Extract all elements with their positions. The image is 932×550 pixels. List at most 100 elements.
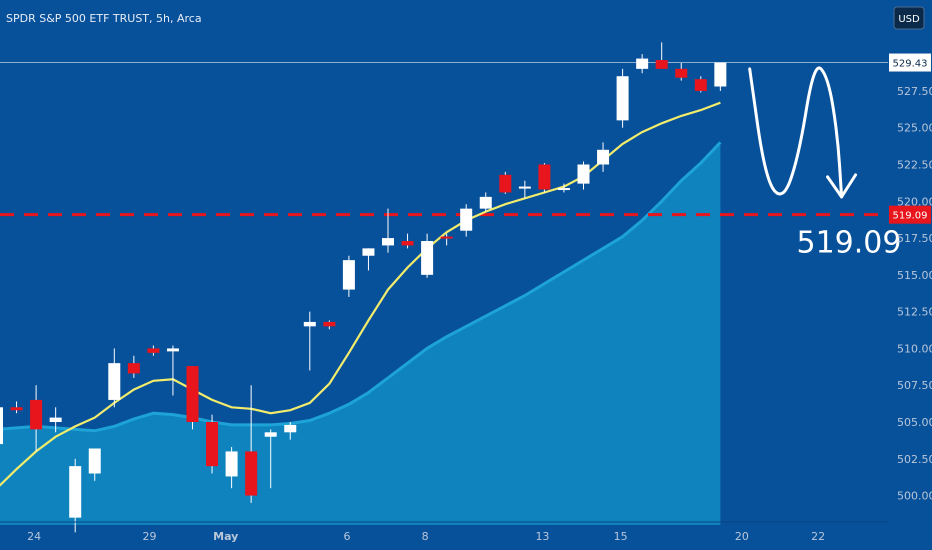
y-tick-label: 520.00	[897, 195, 932, 208]
area-layer	[0, 141, 722, 525]
y-tick-label: 512.50	[897, 306, 932, 319]
x-tick-label: 29	[142, 530, 156, 543]
area-fill	[0, 142, 721, 525]
candle	[421, 233, 434, 278]
candle-body	[69, 466, 82, 518]
candle-body	[636, 58, 649, 69]
candle-body	[518, 186, 531, 189]
level-big-label: 519.09	[797, 226, 902, 261]
candle-body	[264, 432, 277, 437]
candle	[206, 414, 219, 474]
candle	[186, 366, 199, 430]
candle	[675, 62, 688, 81]
candle	[108, 348, 121, 408]
x-tick-label: 8	[422, 530, 429, 543]
candle	[30, 385, 43, 452]
candle-body	[401, 241, 414, 246]
candle	[382, 208, 394, 253]
x-tick-label: May	[213, 530, 238, 543]
candle	[636, 54, 649, 74]
level-price-tag: 519.09	[889, 205, 931, 224]
candle	[499, 171, 512, 194]
last-price-tag-text: 529.43	[893, 59, 928, 70]
x-tick-label: 6	[343, 530, 350, 543]
chart-title: SPDR S&P 500 ETF TRUST, 5h, Arca	[6, 12, 202, 25]
projection-arrowhead	[826, 173, 858, 199]
candle	[440, 233, 453, 246]
x-tick-label: 15	[614, 530, 628, 543]
currency-label: USD	[898, 14, 920, 25]
candle-body	[421, 241, 434, 275]
candle	[597, 142, 610, 172]
candle	[342, 255, 355, 297]
y-axis: 500.00 502.50 505.00 507.50 510.00 512.50 515.…	[889, 53, 932, 503]
candle	[127, 355, 140, 378]
candle-body	[675, 68, 688, 78]
projection-layer: 519.09	[748, 66, 902, 261]
last-price-tag-bg	[889, 53, 931, 72]
candle-body	[694, 79, 707, 91]
candle	[694, 76, 707, 93]
x-tick-label: 22	[811, 530, 825, 543]
candle-body	[577, 164, 590, 184]
last-price-tag: 529.43	[889, 53, 931, 72]
candle	[479, 192, 492, 212]
candle	[655, 42, 668, 69]
candle-body	[655, 60, 668, 69]
candle	[303, 311, 316, 371]
candle-body	[323, 321, 336, 327]
currency-button[interactable]: USD	[893, 6, 925, 30]
candle	[557, 183, 570, 193]
candle-body	[557, 188, 570, 191]
candle-body	[303, 321, 316, 327]
y-tick-label: 527.50	[897, 85, 932, 98]
candle	[10, 401, 23, 414]
candle-body	[147, 348, 160, 353]
projection-path	[748, 66, 844, 199]
candle-body	[30, 399, 43, 430]
price-axis-panel[interactable]	[888, 0, 932, 550]
candle	[401, 233, 414, 249]
candle-body	[245, 451, 258, 496]
candle	[225, 447, 238, 489]
candle-body	[382, 238, 394, 246]
y-tick-label: 502.50	[897, 453, 932, 466]
x-tick-label: 24	[27, 530, 41, 543]
candle-body	[88, 448, 101, 474]
candle-body	[714, 62, 727, 87]
candle	[616, 68, 629, 128]
candle-body	[108, 363, 121, 400]
y-tick-label: 510.00	[897, 342, 932, 355]
candle-body	[127, 363, 140, 374]
candle	[69, 458, 82, 533]
candle-body	[342, 260, 355, 290]
x-axis: 24 29 May 6 8 13 15 20 22	[0, 521, 888, 543]
candle-body	[460, 208, 473, 231]
x-tick-label: 13	[535, 530, 549, 543]
candle-body	[479, 196, 492, 209]
candle	[49, 407, 62, 433]
candle	[245, 385, 258, 503]
candle-body	[440, 236, 453, 239]
candle-body	[616, 76, 629, 121]
candle-body	[10, 407, 23, 411]
candle-body	[166, 348, 179, 352]
y-tick-label: 515.00	[897, 269, 932, 282]
candle	[0, 407, 3, 445]
candle	[714, 62, 727, 91]
candle	[362, 248, 375, 271]
candle-body	[362, 248, 375, 256]
candle-body	[0, 407, 3, 445]
candle	[166, 345, 179, 396]
candle	[323, 320, 336, 330]
candle	[88, 448, 101, 481]
y-tick-label: 505.00	[897, 416, 932, 429]
x-tick-label: 20	[735, 530, 749, 543]
candle	[538, 163, 551, 193]
area-edge-line	[0, 141, 722, 433]
candle	[577, 161, 590, 190]
candle-body	[499, 174, 512, 193]
candle-body	[284, 424, 297, 433]
candle-body	[206, 422, 219, 467]
